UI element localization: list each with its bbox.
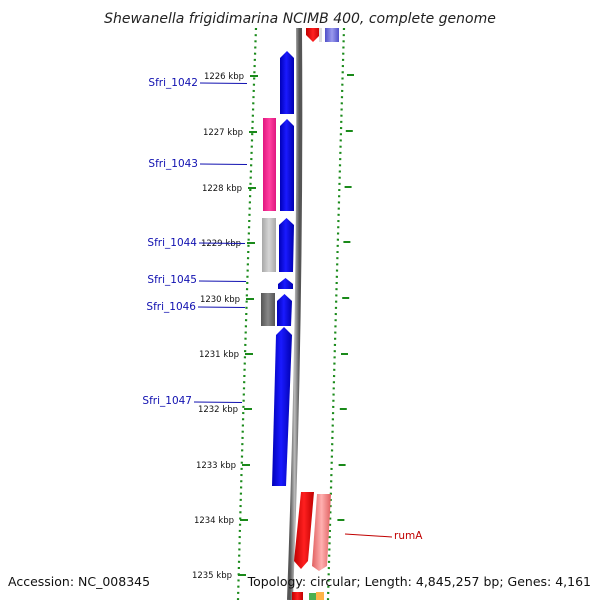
gene-label-sfri-1047[interactable]: Sfri_1047 <box>142 395 192 407</box>
gene-label-sfri-1042[interactable]: Sfri_1042 <box>148 77 198 89</box>
gene-top-blue <box>325 28 339 42</box>
gene-sfri-1042 <box>280 51 294 114</box>
genome-backbone <box>287 27 303 600</box>
gene-top-red <box>306 28 320 42</box>
gene-label-sfri-1045[interactable]: Sfri_1045 <box>147 274 197 286</box>
inner-dotted-ring <box>326 27 346 600</box>
tick-label: 1235 kbp <box>192 571 232 581</box>
gene-bottom-orange <box>316 592 324 600</box>
gene-sfri-1047 <box>272 327 292 486</box>
gene-sfri-1044 <box>279 218 294 272</box>
tick-label: 1228 kbp <box>202 184 242 194</box>
gene-leader-line <box>193 401 243 403</box>
gene-bottom-green <box>309 593 316 600</box>
cog-feature-light-gray <box>262 218 276 272</box>
gene-sfri-1043 <box>280 119 294 211</box>
gene-ruma <box>312 494 331 571</box>
gene-leader-line <box>198 242 246 244</box>
accession-text: Accession: NC_008345 <box>8 574 150 589</box>
outer-dotted-ring <box>236 27 258 600</box>
cog-feature-dark-gray <box>261 293 275 326</box>
gene-leader-line <box>198 280 247 282</box>
gene-leader-line <box>199 82 248 84</box>
map-title: Shewanella frigidimarina NCIMB 400, comp… <box>104 11 496 27</box>
tick-marks: 1226 kbp 1227 kbp 1228 kbp 1229 kbp 1230 kbp… <box>192 72 354 581</box>
gene-labels: Sfri_1042 Sfri_1043 Sfri_1044 Sfri_1045 Sfri… <box>142 77 423 542</box>
tick-label: 1229 kbp <box>201 239 241 249</box>
tick-label: 1233 kbp <box>196 461 236 471</box>
gene-bottom-red <box>292 592 303 600</box>
gene-sfri-1045 <box>278 278 293 289</box>
gene-sfri-1046 <box>277 294 292 326</box>
gene-top-gray-sliver <box>319 28 322 42</box>
tick-label: 1234 kbp <box>194 516 234 526</box>
gene-leader-line <box>199 163 248 165</box>
gene-label-ruma[interactable]: rumA <box>394 530 423 542</box>
tick-label: 1230 kbp <box>200 295 240 305</box>
tick-label: 1226 kbp <box>204 72 244 82</box>
gene-leader-line <box>197 306 246 308</box>
topology-text: Topology: circular; Length: 4,845,257 bp… <box>247 574 591 589</box>
gene-label-sfri-1046[interactable]: Sfri_1046 <box>146 301 196 313</box>
cog-feature-pink <box>263 118 276 211</box>
tick-label: 1227 kbp <box>203 128 243 138</box>
tick-label: 1231 kbp <box>199 350 239 360</box>
gene-leader-line <box>344 533 393 538</box>
gene-label-sfri-1043[interactable]: Sfri_1043 <box>148 158 198 170</box>
gene-label-sfri-1044[interactable]: Sfri_1044 <box>147 237 197 249</box>
gene-red-reverse-1 <box>294 492 314 569</box>
tick-label: 1232 kbp <box>198 405 238 415</box>
